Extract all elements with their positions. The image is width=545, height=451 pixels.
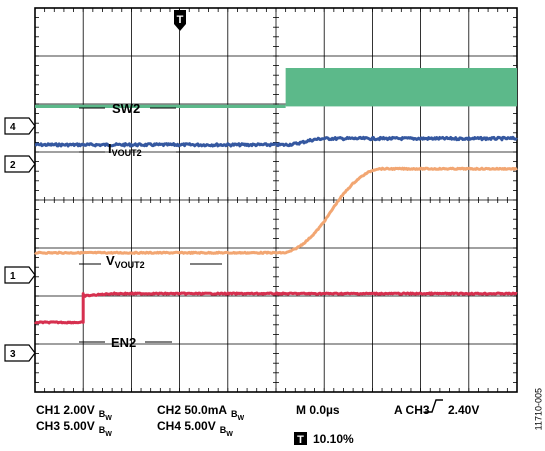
trace-vvout2: [34, 166, 518, 255]
svg-text:4: 4: [10, 122, 16, 133]
bandwidth-limit: BW: [98, 409, 112, 422]
channel-marker-4: 4: [4, 117, 36, 135]
svg-text:3: 3: [10, 349, 16, 360]
svg-text:T: T: [297, 434, 304, 446]
sw2-label: SW2: [112, 101, 140, 116]
svg-text:T: T: [177, 14, 184, 26]
timebase: M 0.0µs: [296, 403, 340, 417]
channel-marker-3: 3: [4, 344, 36, 362]
channel-marker-2: 2: [4, 155, 36, 173]
label-ivout2: IVOUT2: [79, 141, 200, 158]
rising-edge-icon: [425, 399, 443, 413]
trigger-marker: T: [174, 10, 186, 31]
vvout2-label: VVOUT2: [106, 253, 145, 270]
trigger-level: 2.40V: [448, 403, 480, 417]
figure-id: 11710-005: [533, 388, 543, 431]
svg-text:1: 1: [10, 271, 16, 282]
svg-text:2: 2: [10, 160, 16, 171]
trace-sw2-switching: [285, 68, 517, 107]
ch3-setting: CH3 5.00V BW: [36, 419, 112, 438]
bandwidth-limit: BW: [219, 425, 233, 438]
trace-en2: [34, 291, 518, 325]
label-sw2: SW2: [79, 101, 176, 116]
trigger-position: 10.10%: [313, 432, 354, 446]
traces: [34, 68, 518, 325]
en2-label: EN2: [111, 335, 136, 350]
bandwidth-limit: BW: [231, 409, 245, 422]
ch2-setting: CH2 50.0mA BW: [157, 403, 245, 422]
bandwidth-limit: BW: [98, 425, 112, 438]
ch1-setting: CH1 2.00V BW: [36, 403, 112, 422]
trigger-position-icon: T: [294, 432, 307, 446]
label-vvout2: VVOUT2: [79, 253, 222, 270]
channel-marker-1: 1: [4, 266, 36, 284]
label-en2: EN2: [79, 335, 172, 350]
ivout2-label: IVOUT2: [108, 141, 142, 158]
trigger-source: A CH3: [394, 403, 430, 417]
ch4-setting: CH4 5.00V BW: [157, 419, 233, 438]
trace-ivout2: [34, 135, 518, 148]
